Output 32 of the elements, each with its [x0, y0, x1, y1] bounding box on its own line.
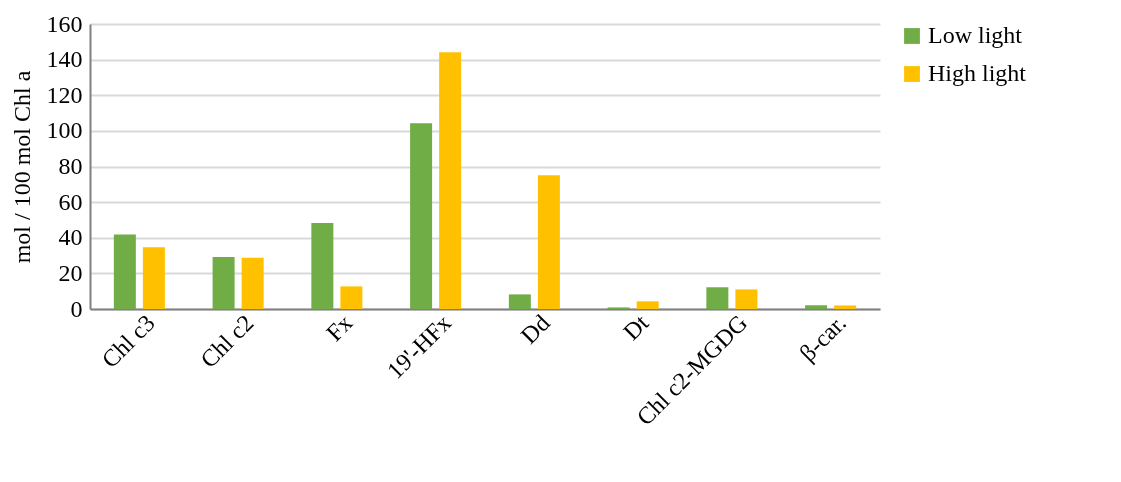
legend-label: Low light	[928, 22, 1023, 48]
bar	[241, 257, 264, 309]
y-tick-label: 160	[46, 10, 83, 37]
y-axis-title: mol / 100 mol Chl a	[8, 70, 35, 264]
bar	[735, 289, 758, 309]
bar	[142, 247, 165, 309]
y-tick-label: 60	[58, 188, 83, 215]
bar	[508, 294, 531, 309]
x-tick-label: Chl c2	[195, 309, 259, 373]
y-tick-label: 20	[58, 259, 83, 286]
bar	[439, 52, 462, 309]
y-tick-label: 120	[46, 81, 83, 108]
bar	[113, 234, 136, 309]
bar	[636, 301, 659, 309]
x-tick-label: Dd	[515, 309, 555, 349]
legend-label: High light	[928, 60, 1027, 86]
x-tick-label: Chl c3	[96, 309, 160, 373]
x-tick-label: Fx	[321, 309, 358, 346]
bar	[706, 287, 729, 309]
y-tick-label: 40	[58, 224, 83, 251]
bar	[537, 175, 560, 309]
bar	[805, 305, 828, 309]
x-tick-label: Dt	[618, 309, 654, 345]
bar	[834, 305, 857, 309]
y-tick-label: 80	[58, 153, 83, 179]
y-tick-label: 0	[70, 295, 83, 322]
y-tick-label: 100	[46, 117, 83, 144]
bar	[340, 286, 363, 309]
y-tick-label: 140	[46, 46, 83, 73]
bar	[311, 222, 334, 309]
bar	[410, 123, 433, 309]
bar	[212, 256, 235, 309]
